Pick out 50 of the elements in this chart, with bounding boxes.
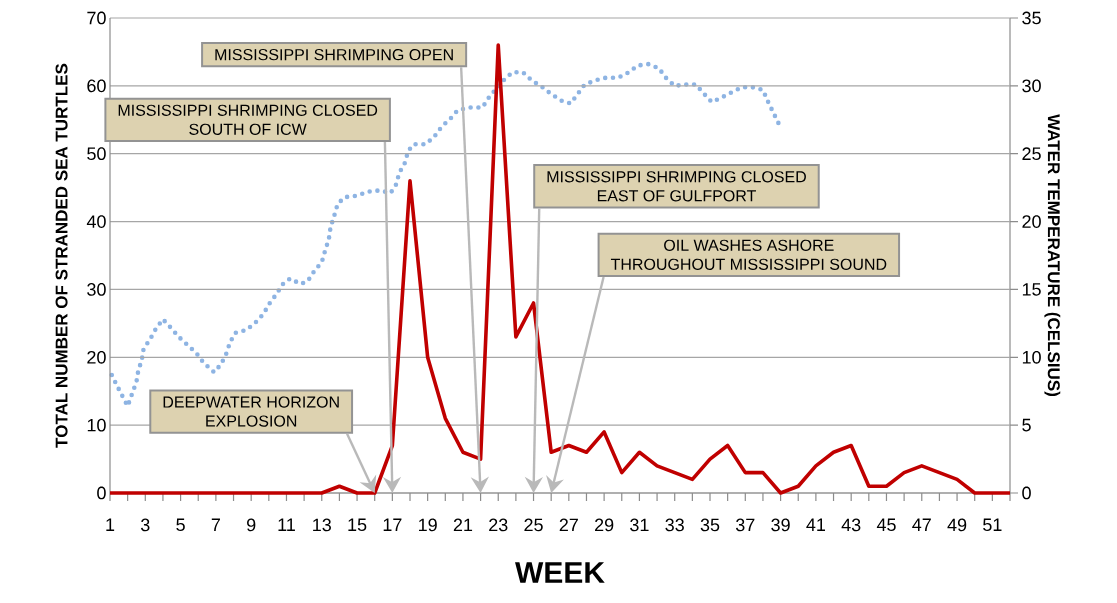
x-tick-label: 27 xyxy=(559,518,578,532)
x-tick-label: 43 xyxy=(841,518,861,532)
x-tick-label: 35 xyxy=(700,518,720,532)
y2-tick-label: 15 xyxy=(1022,283,1041,296)
x-tick-label: 11 xyxy=(278,518,295,531)
x-tick-label: 3 xyxy=(140,518,150,532)
x-tick-label: 41 xyxy=(806,518,826,531)
x-tick-label: 51 xyxy=(983,518,1002,532)
y-tick-label: 10 xyxy=(87,418,106,432)
x-axis-title: WEEK xyxy=(515,562,605,583)
x-tick-label: 23 xyxy=(489,518,508,532)
x-tick-label: 7 xyxy=(211,518,220,531)
y-tick-label: 30 xyxy=(87,283,106,296)
x-tick-label: 49 xyxy=(947,518,967,532)
x-tick-label: 19 xyxy=(419,518,437,532)
y2-tick-label: 10 xyxy=(1022,350,1041,364)
y-tick-label: 60 xyxy=(87,79,106,93)
x-tick-label: 1 xyxy=(106,518,115,531)
y2-tick-label: 25 xyxy=(1022,147,1041,161)
y2-tick-label: 5 xyxy=(1022,418,1031,432)
annotation: MISSISSIPPI SHRIMPING CLOSED SOUTH OF ICW xyxy=(118,104,378,135)
annotation: MISSISSIPPI SHRIMPING CLOSED EAST OF GULFPORT xyxy=(547,171,806,202)
y-tick-label: 40 xyxy=(86,215,106,228)
y2-tick-label: 0 xyxy=(1022,486,1031,500)
y2-axis-title: WATER TEMPERATURE (CELSIUS) xyxy=(1044,114,1061,396)
y-axis-title: TOTAL NUMBER OF STRANDED SEA TURTLES xyxy=(55,63,68,448)
x-tick-label: 25 xyxy=(524,518,543,532)
x-tick-label: 5 xyxy=(176,518,185,532)
x-tick-label: 9 xyxy=(247,518,256,532)
x-tick-label: 45 xyxy=(876,518,896,532)
y-tick-label: 20 xyxy=(87,350,106,364)
annotation: MISSISSIPPI SHRIMPING OPEN xyxy=(215,48,453,61)
x-tick-label: 17 xyxy=(383,518,402,531)
x-tick-label: 33 xyxy=(665,518,684,532)
annotation: OIL WASHES ASHORE THROUGHOUT MISSISSIPPI SOUND xyxy=(610,239,887,270)
y-tick-label: 0 xyxy=(97,486,106,500)
x-tick-label: 21 xyxy=(453,518,473,532)
y2-tick-label: 30 xyxy=(1022,79,1041,93)
y-tick-label: 70 xyxy=(87,11,106,25)
y2-tick-label: 20 xyxy=(1022,215,1041,228)
x-tick-label: 31 xyxy=(630,518,649,532)
x-tick-label: 13 xyxy=(313,518,331,532)
x-tick-label: 37 xyxy=(735,518,755,532)
x-tick-label: 47 xyxy=(912,518,931,531)
y-tick-label: 50 xyxy=(87,147,106,161)
annotation: DEEPWATER HORIZON EXPLOSION xyxy=(163,396,339,427)
x-tick-label: 15 xyxy=(348,518,367,532)
y2-tick-label: 35 xyxy=(1022,11,1041,25)
x-tick-label: 29 xyxy=(595,518,614,532)
x-tick-label: 39 xyxy=(771,518,790,532)
